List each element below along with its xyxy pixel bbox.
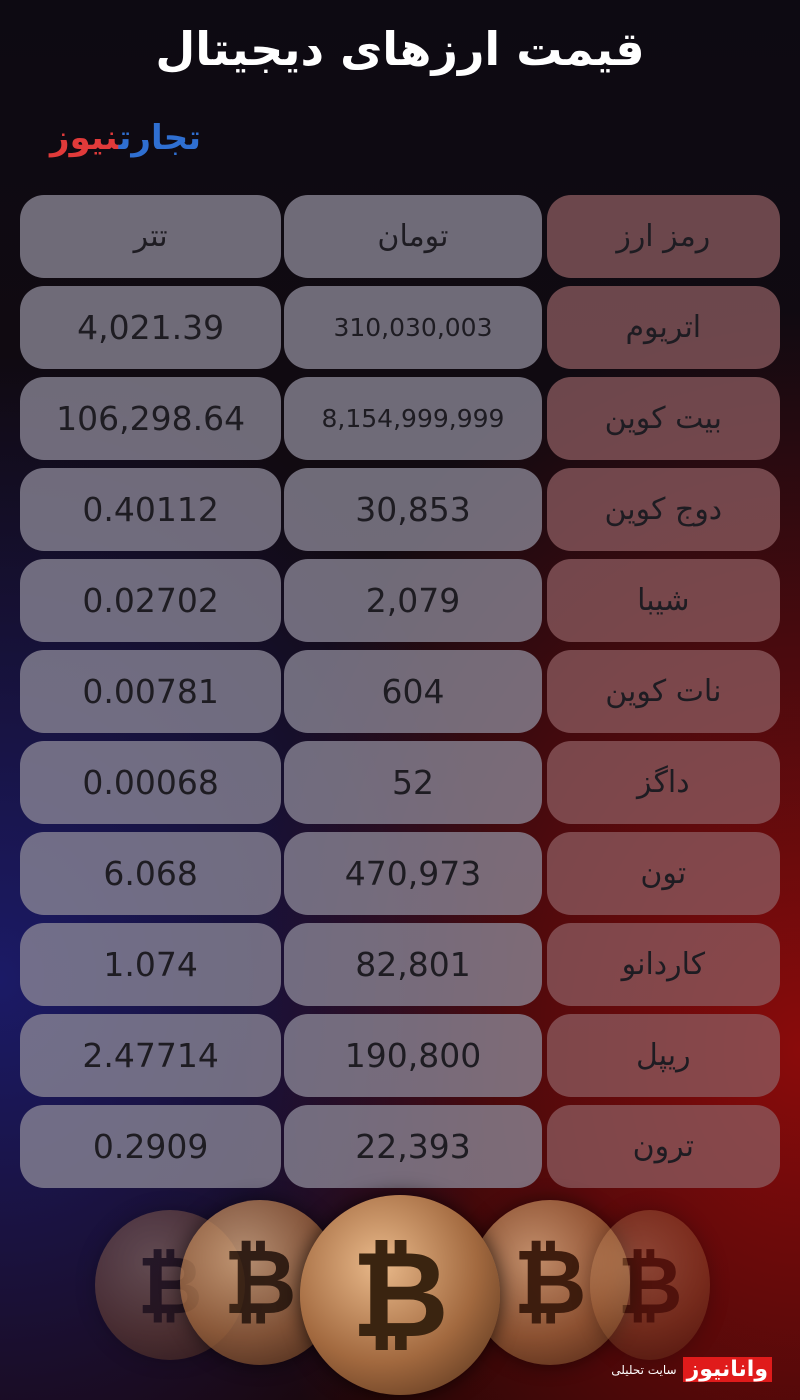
- table-row: 0.2909 22,393 ترون: [20, 1105, 780, 1196]
- table-row: 0.00781 604 نات کوین: [20, 650, 780, 741]
- currency-name: نات کوین: [546, 650, 780, 733]
- toman-price: 604: [284, 650, 542, 733]
- table-row: 0.40112 30,853 دوج کوین: [20, 468, 780, 559]
- table-row: 0.00068 52 داگز: [20, 741, 780, 832]
- coin-icon: ₿: [590, 1210, 710, 1360]
- usdt-price: 0.2909: [20, 1105, 282, 1188]
- currency-name: تون: [546, 832, 780, 915]
- toman-price: 22,393: [284, 1105, 542, 1188]
- table-row: 6.068 470,973 تون: [20, 832, 780, 923]
- currency-name: داگز: [546, 741, 780, 824]
- currency-name: بیت کوین: [546, 377, 780, 460]
- table-row: 2.47714 190,800 ریپل: [20, 1014, 780, 1105]
- toman-price: 190,800: [284, 1014, 542, 1097]
- usdt-price: 106,298.64: [20, 377, 282, 460]
- usdt-price: 6.068: [20, 832, 282, 915]
- usdt-price: 1.074: [20, 923, 282, 1006]
- tejarat-news-logo: تجارتنیوز: [50, 118, 202, 158]
- usdt-price: 0.00781: [20, 650, 282, 733]
- toman-price: 30,853: [284, 468, 542, 551]
- page-title: قیمت ارزهای دیجیتال: [155, 22, 645, 76]
- currency-name: ترون: [546, 1105, 780, 1188]
- toman-price: 82,801: [284, 923, 542, 1006]
- table-row: 106,298.64 8,154,999,999 بیت کوین: [20, 377, 780, 468]
- toman-price: 52: [284, 741, 542, 824]
- toman-price: 470,973: [284, 832, 542, 915]
- usdt-price: 0.40112: [20, 468, 282, 551]
- header-currency: رمز ارز: [546, 195, 780, 278]
- usdt-price: 4,021.39: [20, 286, 282, 369]
- currency-name: شیبا: [546, 559, 780, 642]
- table-row: 0.02702 2,079 شیبا: [20, 559, 780, 650]
- currency-name: کاردانو: [546, 923, 780, 1006]
- table-row: 4,021.39 310,030,003 اتریوم: [20, 286, 780, 377]
- crypto-price-table: تتر تومان رمز ارز 4,021.39 310,030,003 ا…: [20, 195, 780, 1196]
- header-toman: تومان: [284, 195, 542, 278]
- table-row: 1.074 82,801 کاردانو: [20, 923, 780, 1014]
- usdt-price: 2.47714: [20, 1014, 282, 1097]
- currency-name: دوج کوین: [546, 468, 780, 551]
- bitcoin-coins-image: ₿ ₿ ₿ ₿ ₿: [0, 1195, 800, 1400]
- usdt-price: 0.02702: [20, 559, 282, 642]
- usdt-price: 0.00068: [20, 741, 282, 824]
- toman-price: 2,079: [284, 559, 542, 642]
- header-usdt: تتر: [20, 195, 282, 278]
- toman-price: 8,154,999,999: [284, 377, 542, 460]
- vananews-watermark: وانانیوز سایت تحلیلی: [611, 1357, 772, 1382]
- currency-name: ریپل: [546, 1014, 780, 1097]
- coin-icon: ₿: [300, 1195, 500, 1395]
- currency-name: اتریوم: [546, 286, 780, 369]
- table-header: تتر تومان رمز ارز: [20, 195, 780, 286]
- toman-price: 310,030,003: [284, 286, 542, 369]
